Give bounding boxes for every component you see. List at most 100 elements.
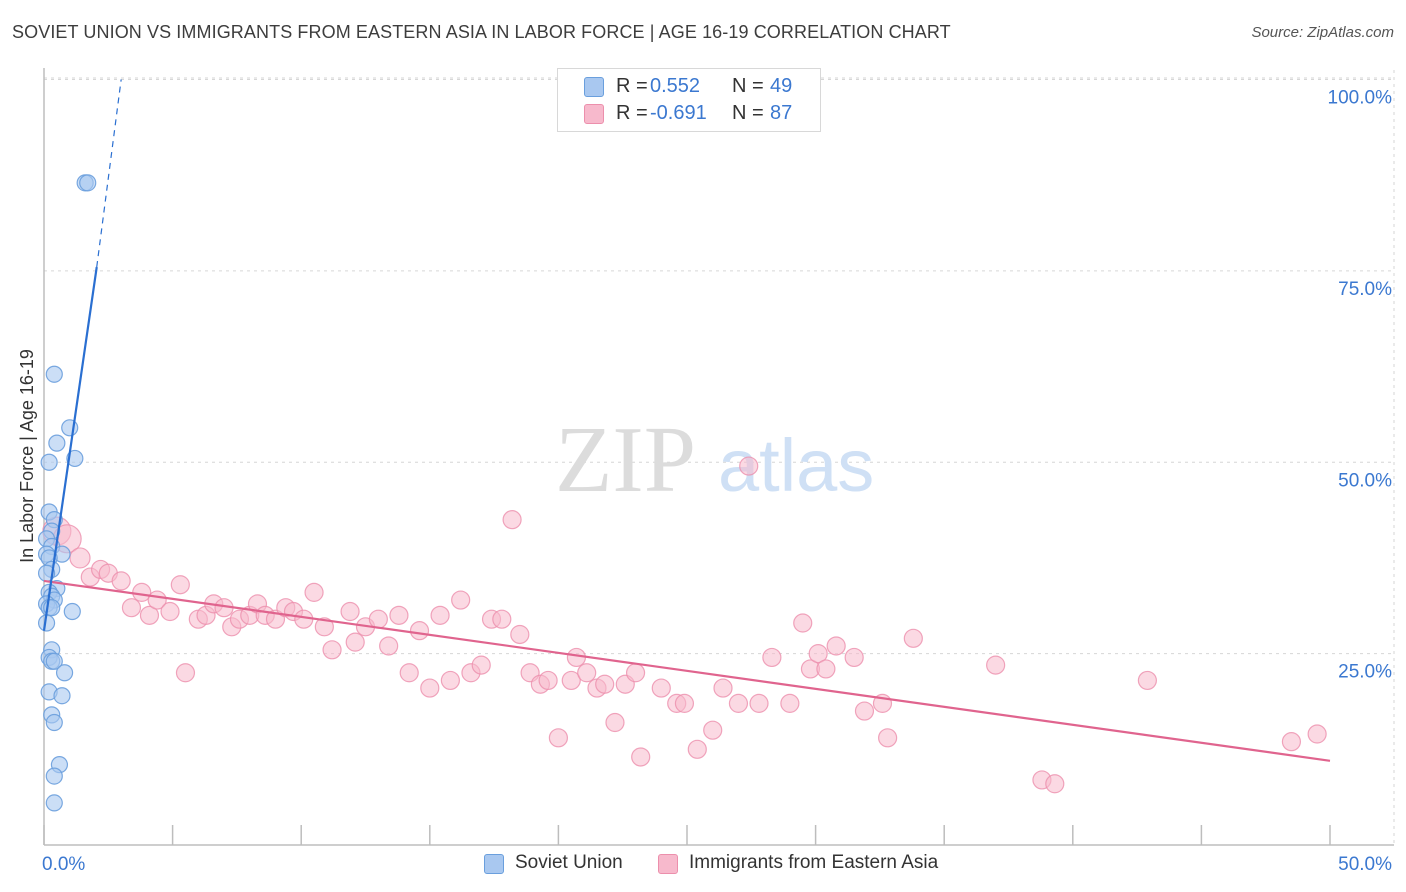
legend-r-value: 0.552 [650, 75, 701, 97]
data-point-eastern-asia [687, 739, 707, 759]
legend-n-label: N = [732, 75, 764, 97]
data-point-eastern-asia [69, 547, 91, 569]
data-point-soviet-union [79, 174, 97, 192]
data-point-eastern-asia [430, 605, 450, 625]
trend-line-soviet-union-extension [96, 79, 122, 268]
data-point-eastern-asia [160, 601, 180, 622]
data-point-eastern-asia [808, 644, 828, 664]
data-point-eastern-asia [703, 720, 723, 740]
data-point-eastern-asia [471, 655, 491, 675]
data-point-eastern-asia [345, 632, 365, 652]
data-point-eastern-asia [816, 659, 836, 679]
data-point-eastern-asia [1137, 670, 1157, 691]
data-point-eastern-asia [625, 663, 646, 683]
tick-labels: 25.0% 50.0% 75.0% 100.0% 0.0% 50.0% [42, 88, 1392, 876]
data-point-eastern-asia [139, 605, 160, 625]
data-point-soviet-union [45, 365, 63, 383]
data-point-eastern-asia [674, 693, 695, 713]
blue-series-points [37, 174, 97, 812]
data-point-eastern-asia [1281, 732, 1302, 752]
data-point-soviet-union [63, 602, 81, 621]
legend-n-value: 87 [770, 102, 793, 124]
source-credit: Source: ZipAtlas.com [1251, 24, 1394, 41]
data-point-eastern-asia [121, 598, 142, 618]
data-point-eastern-asia [440, 670, 460, 691]
data-point-eastern-asia [561, 670, 581, 691]
data-point-eastern-asia [739, 456, 759, 476]
trend-line-soviet-union [42, 266, 98, 631]
legend-r-value: -0.691 [650, 102, 707, 124]
legend-swatch-blue [484, 854, 504, 874]
data-point-eastern-asia [780, 693, 800, 713]
data-point-eastern-asia [631, 747, 651, 767]
data-point-eastern-asia [986, 655, 1006, 675]
data-point-soviet-union [40, 453, 58, 471]
data-point-eastern-asia [510, 624, 530, 645]
data-point-eastern-asia [368, 609, 388, 629]
data-point-eastern-asia [399, 663, 419, 683]
legend-swatch-blue [584, 77, 604, 97]
x-tick-label: 0.0% [42, 854, 85, 875]
data-point-soviet-union [45, 652, 63, 670]
legend-r-label: R = [616, 102, 648, 124]
chart-title: SOVIET UNION VS IMMIGRANTS FROM EASTERN … [12, 22, 951, 42]
legend-row-soviet-union: R = 0.552 N = 49 [558, 73, 820, 99]
x-tick-label: 50.0% [1338, 854, 1392, 875]
y-tick-label: 50.0% [1338, 470, 1392, 491]
data-point-soviet-union [55, 664, 74, 682]
data-point-eastern-asia [389, 605, 409, 625]
data-point-eastern-asia [762, 647, 782, 668]
legend-n-value: 49 [770, 75, 793, 97]
legend-n-label: N = [732, 102, 764, 124]
data-point-eastern-asia [826, 636, 846, 656]
data-point-eastern-asia [1045, 774, 1065, 794]
data-point-eastern-asia [111, 571, 131, 591]
data-point-eastern-asia [420, 678, 440, 698]
data-point-eastern-asia [502, 510, 522, 530]
data-point-eastern-asia [595, 674, 615, 694]
data-point-soviet-union [48, 434, 66, 452]
trend-line-eastern-asia [43, 579, 1331, 762]
watermark-zip: ZIP [555, 408, 696, 512]
data-point-eastern-asia [314, 617, 334, 637]
legend-label: Soviet Union [515, 852, 623, 873]
data-point-soviet-union [45, 713, 63, 732]
watermark: ZIP atlas [555, 408, 874, 512]
data-point-eastern-asia [340, 601, 360, 622]
data-point-eastern-asia [793, 613, 813, 633]
legend-r-label: R = [616, 75, 648, 97]
data-point-eastern-asia [903, 628, 923, 648]
data-point-eastern-asia [854, 701, 875, 721]
data-point-eastern-asia [170, 575, 190, 595]
trend-lines [42, 79, 1331, 762]
data-point-eastern-asia [713, 678, 733, 698]
data-point-eastern-asia [1307, 724, 1327, 744]
y-tick-label: 25.0% [1338, 662, 1392, 683]
data-point-eastern-asia [379, 636, 399, 656]
data-point-eastern-asia [322, 640, 342, 660]
legend-swatch-pink [584, 104, 604, 124]
data-point-eastern-asia [605, 712, 625, 733]
data-point-soviet-union [66, 449, 84, 468]
data-point-eastern-asia [451, 590, 471, 610]
data-point-eastern-asia [538, 670, 558, 691]
legend-row-eastern-asia: R = -0.691 N = 87 [558, 100, 820, 126]
data-point-eastern-asia [492, 609, 512, 629]
data-point-eastern-asia [548, 728, 569, 748]
y-tick-label: 100.0% [1328, 88, 1393, 109]
y-tick-label: 75.0% [1338, 279, 1392, 300]
data-point-soviet-union [53, 687, 71, 705]
data-point-soviet-union [45, 767, 63, 785]
data-point-eastern-asia [651, 678, 671, 698]
legend-swatch-pink [658, 854, 678, 874]
data-point-eastern-asia [175, 663, 196, 683]
data-point-eastern-asia [728, 693, 749, 713]
data-point-eastern-asia [577, 663, 597, 683]
data-point-eastern-asia [844, 647, 864, 668]
data-point-eastern-asia [409, 621, 430, 641]
data-point-eastern-asia [304, 582, 324, 602]
data-point-soviet-union [45, 794, 63, 812]
data-point-eastern-asia [749, 693, 769, 713]
legend-label: Immigrants from Eastern Asia [689, 852, 939, 873]
